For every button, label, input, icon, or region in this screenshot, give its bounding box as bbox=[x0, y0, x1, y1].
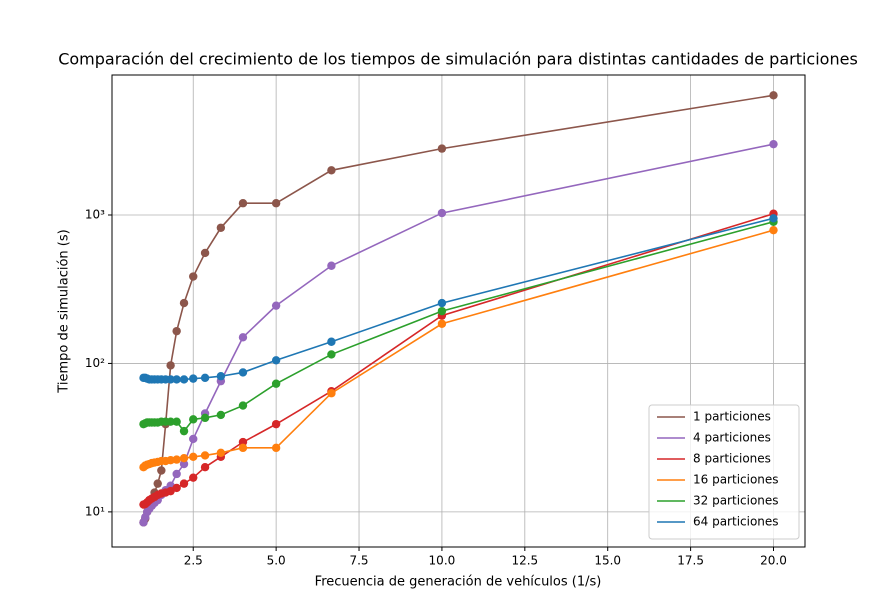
data-point bbox=[179, 298, 189, 308]
data-point bbox=[216, 223, 226, 232]
data-point bbox=[166, 455, 175, 465]
data-point bbox=[769, 91, 778, 100]
data-point bbox=[271, 356, 281, 365]
data-point bbox=[189, 374, 198, 383]
y-tick-label: 10¹ bbox=[85, 504, 105, 518]
data-point bbox=[189, 415, 198, 424]
data-point bbox=[179, 479, 189, 488]
data-point bbox=[437, 144, 447, 153]
x-tick-label: 7.5 bbox=[349, 554, 368, 568]
legend-label: 16 particiones bbox=[693, 473, 779, 487]
data-point bbox=[172, 455, 181, 464]
data-point bbox=[238, 368, 248, 377]
data-point bbox=[769, 139, 778, 149]
data-point bbox=[271, 301, 281, 310]
data-point bbox=[437, 319, 447, 328]
data-point bbox=[238, 443, 248, 453]
data-point bbox=[172, 469, 181, 479]
data-point bbox=[189, 452, 198, 461]
chart-title: Comparación del crecimiento de los tiemp… bbox=[58, 50, 858, 69]
data-point bbox=[216, 410, 226, 420]
data-point bbox=[172, 375, 181, 384]
legend: 1 particiones 4 particiones 8 particiones 1… bbox=[648, 404, 800, 540]
data-point bbox=[238, 333, 248, 342]
legend-label: 32 particiones bbox=[693, 494, 779, 508]
data-point bbox=[271, 379, 281, 388]
data-point bbox=[437, 208, 447, 218]
data-point bbox=[179, 459, 189, 469]
y-axis-label: Tiempo de simulación (s) bbox=[57, 229, 72, 393]
data-point bbox=[437, 298, 447, 308]
x-axis-label: Frecuencia de generación de vehículos (1… bbox=[315, 575, 602, 590]
data-point bbox=[200, 462, 210, 472]
data-point bbox=[769, 214, 778, 223]
data-point bbox=[327, 166, 336, 175]
data-point bbox=[179, 375, 189, 384]
data-point bbox=[271, 443, 281, 453]
data-point bbox=[189, 272, 198, 281]
y-tick-label: 10³ bbox=[85, 207, 105, 221]
data-point bbox=[216, 448, 226, 458]
data-point bbox=[327, 337, 336, 346]
data-point bbox=[172, 483, 181, 493]
data-point bbox=[769, 225, 778, 235]
series-line bbox=[143, 221, 774, 433]
legend-label: 8 particiones bbox=[693, 452, 771, 466]
x-tick-label: 12.5 bbox=[511, 554, 538, 568]
data-point bbox=[216, 372, 226, 381]
data-point bbox=[172, 326, 181, 336]
data-point bbox=[166, 417, 175, 426]
data-point bbox=[238, 401, 248, 410]
data-point bbox=[200, 373, 210, 383]
data-point bbox=[153, 479, 162, 488]
data-point bbox=[179, 453, 189, 463]
x-tick-label: 15.0 bbox=[594, 554, 621, 568]
legend-box bbox=[648, 404, 800, 540]
data-point bbox=[271, 419, 281, 429]
data-point bbox=[327, 389, 336, 398]
x-tick-label: 5.0 bbox=[267, 554, 286, 568]
data-point bbox=[179, 426, 189, 436]
data-point bbox=[238, 199, 248, 208]
data-point bbox=[166, 375, 175, 384]
data-point bbox=[189, 434, 198, 444]
plot-frame bbox=[111, 74, 806, 548]
legend-label: 1 particiones bbox=[693, 410, 771, 424]
data-point bbox=[200, 451, 210, 460]
data-point bbox=[189, 473, 198, 482]
y-tick-label: 10² bbox=[85, 356, 105, 370]
data-point bbox=[166, 361, 175, 370]
data-point bbox=[200, 248, 210, 258]
legend-label: 64 particiones bbox=[693, 515, 779, 529]
data-point bbox=[200, 413, 210, 423]
data-point bbox=[271, 199, 281, 208]
data-point bbox=[327, 261, 336, 270]
data-point bbox=[172, 417, 181, 426]
series-line bbox=[143, 217, 774, 381]
x-tick-label: 10.0 bbox=[429, 554, 456, 568]
data-point bbox=[437, 306, 447, 316]
x-tick-label: 20.0 bbox=[760, 554, 787, 568]
legend-label: 4 particiones bbox=[693, 431, 771, 445]
x-tick-label: 17.5 bbox=[677, 554, 704, 568]
data-point bbox=[327, 350, 336, 359]
data-point bbox=[157, 466, 166, 475]
x-tick-label: 2.5 bbox=[184, 554, 203, 568]
